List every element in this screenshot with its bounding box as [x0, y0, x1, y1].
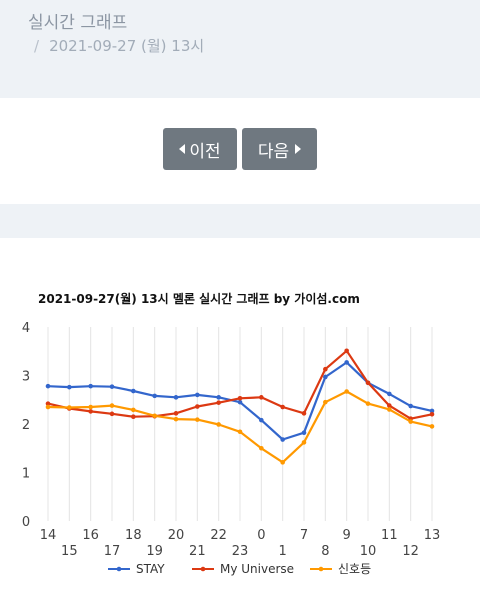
- legend-label: STAY: [136, 562, 165, 576]
- x-tick-label: 12: [402, 544, 419, 559]
- data-point: [301, 430, 307, 436]
- breadcrumb-date: 2021-09-27 (월) 13시: [49, 37, 205, 55]
- navigation-card: 이전 다음: [0, 98, 480, 204]
- data-point: [365, 380, 371, 386]
- caret-right-icon: [295, 144, 302, 154]
- x-tick-label: 10: [360, 544, 377, 559]
- data-point: [259, 395, 264, 400]
- data-point: [152, 393, 157, 399]
- data-point: [45, 383, 51, 389]
- next-button[interactable]: 다음: [242, 128, 317, 170]
- data-point: [387, 407, 392, 412]
- data-point: [152, 413, 157, 419]
- data-point: [429, 424, 435, 429]
- data-point: [88, 383, 93, 389]
- data-point: [280, 404, 285, 410]
- legend-label: My Universe: [220, 562, 294, 576]
- data-point: [237, 429, 243, 435]
- data-point: [109, 403, 115, 408]
- data-point: [387, 391, 392, 397]
- data-point: [67, 405, 72, 410]
- next-button-label: 다음: [257, 141, 290, 162]
- data-point: [259, 445, 264, 451]
- x-tick-label: 23: [232, 544, 249, 559]
- data-point: [131, 407, 136, 413]
- breadcrumb: 실시간 그래프 / 2021-09-27 (월) 13시: [0, 0, 480, 98]
- data-point: [323, 399, 328, 405]
- data-point: [109, 384, 115, 389]
- data-point: [365, 401, 371, 406]
- data-point: [173, 416, 179, 422]
- data-point: [387, 403, 392, 408]
- legend-marker: [200, 566, 206, 572]
- data-point: [237, 395, 243, 401]
- data-point: [429, 408, 435, 414]
- x-tick-label: 20: [168, 528, 185, 543]
- data-point: [195, 392, 200, 398]
- data-point: [344, 348, 349, 354]
- y-tick-label: 1: [22, 467, 30, 482]
- data-point: [237, 399, 243, 405]
- x-tick-label: 16: [82, 528, 99, 543]
- x-tick-label: 0: [257, 528, 265, 543]
- data-point: [429, 412, 435, 417]
- x-tick-label: 21: [189, 544, 206, 559]
- data-point: [88, 409, 93, 414]
- data-point: [301, 411, 307, 416]
- y-tick-label: 4: [22, 321, 30, 336]
- data-point: [173, 395, 179, 400]
- x-tick-label: 7: [300, 528, 308, 543]
- prev-button-label: 이전: [189, 141, 221, 162]
- x-tick-label: 1: [279, 544, 287, 559]
- legend-marker: [116, 566, 122, 572]
- x-tick-label: 13: [424, 528, 441, 543]
- x-tick-label: 18: [125, 528, 142, 543]
- data-point: [131, 414, 136, 420]
- breadcrumb-separator: /: [34, 37, 40, 55]
- data-point: [216, 395, 221, 400]
- data-point: [280, 437, 285, 442]
- caret-left-icon: [179, 144, 186, 154]
- y-tick-label: 3: [22, 370, 30, 385]
- x-tick-label: 8: [321, 544, 329, 559]
- data-point: [323, 366, 328, 372]
- page-title: 실시간 그래프: [28, 13, 128, 33]
- x-tick-label: 14: [40, 528, 57, 543]
- x-tick-label: 11: [381, 528, 398, 543]
- y-tick-label: 2: [22, 418, 30, 433]
- data-point: [131, 388, 136, 394]
- data-point: [280, 460, 285, 465]
- data-point: [323, 374, 328, 380]
- x-tick-label: 22: [210, 528, 227, 543]
- data-point: [216, 422, 221, 427]
- legend-marker: [318, 566, 324, 572]
- data-point: [67, 384, 72, 390]
- x-tick-label: 17: [104, 544, 121, 559]
- data-point: [45, 404, 51, 410]
- data-point: [408, 403, 413, 409]
- data-point: [408, 419, 413, 424]
- data-point: [344, 389, 349, 394]
- data-point: [173, 411, 179, 416]
- data-point: [45, 401, 51, 406]
- data-point: [301, 440, 307, 445]
- data-point: [216, 400, 221, 405]
- prev-button[interactable]: 이전: [163, 128, 237, 170]
- y-tick-label: 0: [22, 515, 30, 530]
- x-tick-label: 15: [61, 544, 78, 559]
- data-point: [195, 404, 200, 409]
- data-point: [259, 417, 264, 423]
- legend-label: 신호등: [338, 562, 371, 576]
- line-chart: 01234141516171819202122230178910111213ST…: [22, 321, 441, 576]
- data-point: [344, 360, 349, 365]
- chart-card: 2021-09-27(월) 13시 멜론 실시간 그래프 by 가이섬.com …: [0, 238, 480, 608]
- x-tick-label: 19: [146, 544, 163, 559]
- x-tick-label: 9: [343, 528, 351, 543]
- data-point: [195, 417, 200, 422]
- chart-title: 2021-09-27(월) 13시 멜론 실시간 그래프 by 가이섬.com: [38, 292, 360, 306]
- data-point: [88, 404, 93, 410]
- breadcrumb-current: / 2021-09-27 (월) 13시: [34, 35, 204, 56]
- data-point: [109, 411, 115, 417]
